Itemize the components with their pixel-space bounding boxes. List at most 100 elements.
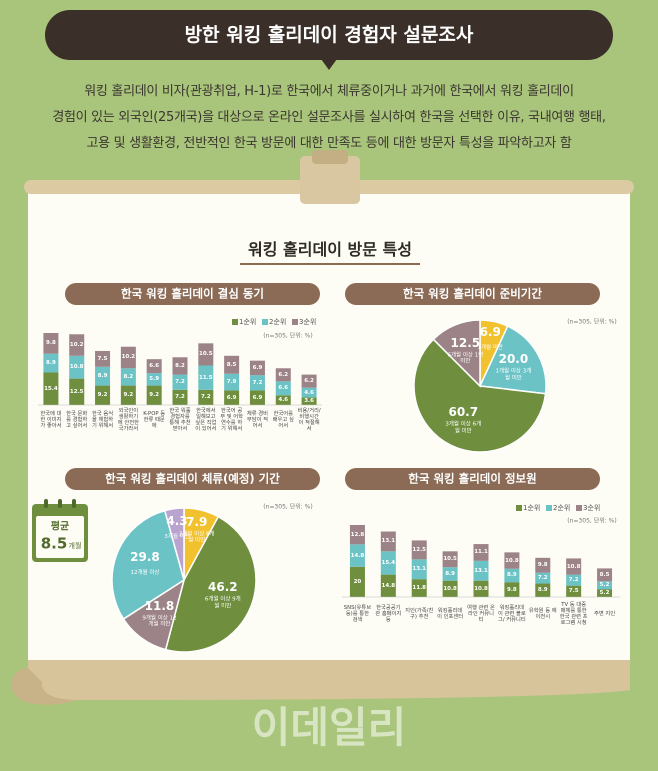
pie-slice xyxy=(413,338,547,453)
x-tick-label: 워킹홀리데이 인포센터 xyxy=(437,607,464,620)
bar-segment xyxy=(535,557,551,573)
chart-title-pill xyxy=(65,283,320,305)
chart-note: (n=305, 단위: %) xyxy=(567,517,617,525)
slice-value: 46.2 xyxy=(208,580,238,595)
bar-value: 7.2 xyxy=(200,394,211,401)
x-tick-label: 외국인이 생활하기에 안전한 국가라서 xyxy=(117,407,139,433)
bar-segment xyxy=(224,355,240,374)
bar-value: 8.9 xyxy=(445,570,455,577)
slice-value: 20.0 xyxy=(498,352,529,367)
slice-label: 3개월 미만 xyxy=(164,533,190,540)
bar-value: 8.2 xyxy=(175,362,185,369)
bar-value: 8.5 xyxy=(226,361,237,368)
chart-title-pill xyxy=(345,468,600,490)
bar-value: 10.8 xyxy=(443,585,457,592)
bar-value: 9.2 xyxy=(149,392,160,399)
legend-swatch xyxy=(292,319,298,325)
legend-swatch xyxy=(576,505,582,511)
bar-segment xyxy=(275,368,291,382)
bar-value: 6.2 xyxy=(278,371,289,378)
bar-value: 8.9 xyxy=(507,572,517,579)
bar-value: 10.2 xyxy=(121,354,136,361)
paper-roll-bottom xyxy=(28,660,630,701)
slice-value: 29.8 xyxy=(130,550,160,565)
bar-value: 11.1 xyxy=(474,549,488,556)
bar-value: 7.2 xyxy=(175,394,185,401)
bar-segment xyxy=(301,374,317,388)
x-tick-label: 체류 경비 부담이 적어서 xyxy=(246,410,269,430)
bar-value: 5.2 xyxy=(599,582,610,589)
x-tick-label: TV 등 대중매체를 통한 한국 관련 프로그램 시청 xyxy=(559,601,588,627)
bar-value: 9.2 xyxy=(97,392,108,399)
average-unit: 개월 xyxy=(68,541,82,550)
bar-segment xyxy=(95,366,111,386)
average-label: 평균 xyxy=(50,521,70,533)
intro-line: 고용 및 생활환경, 전반적인 한국 방문에 대한 만족도 등에 대한 방문자 … xyxy=(86,136,572,151)
slice-label: 1개월 이상 3개월 미만 xyxy=(495,369,532,382)
bar-value: 9.8 xyxy=(537,562,548,569)
bar-segment xyxy=(380,574,396,597)
bar-segment xyxy=(120,368,136,386)
bar-value: 10.8 xyxy=(69,364,84,371)
bar-value: 14.8 xyxy=(350,552,365,559)
bar-segment xyxy=(504,552,520,569)
x-tick-label: 워킹홀리데이 관련 블로그/ 커뮤니티 xyxy=(497,604,526,624)
x-tick-label: 유학원 등 에이전시 xyxy=(528,607,557,620)
bar-segment xyxy=(301,387,317,398)
chart-note: (n=305, 단위: %) xyxy=(263,503,313,511)
legend-label: 2순위 xyxy=(553,503,571,512)
bar-value: 20 xyxy=(353,578,362,585)
bar-value: 10.8 xyxy=(505,557,519,564)
slice-label: 12개월 이상 xyxy=(130,569,160,576)
intro-line: 워킹 홀리데이 비자(관광취업, H-1)로 한국에서 체류중이거나 과거에 한… xyxy=(84,84,574,99)
bar-value: 6.6 xyxy=(149,362,160,369)
bar-segment xyxy=(504,568,520,583)
bar-value: 12.5 xyxy=(69,388,84,395)
banner xyxy=(45,10,613,60)
slice-label: 3개월 이상 6개월 미만 xyxy=(178,531,215,544)
bar-value: 7.2 xyxy=(175,379,185,386)
legend-label: 1순위 xyxy=(523,503,541,512)
bar-segment xyxy=(249,390,265,405)
bar-segment xyxy=(198,365,214,390)
bar-segment xyxy=(566,574,582,586)
bar-segment xyxy=(411,579,427,597)
bar-value: 11.8 xyxy=(412,584,426,591)
chart-title-pill xyxy=(65,468,320,490)
slice-value: 60.7 xyxy=(448,405,479,420)
bar-value: 15.4 xyxy=(44,385,58,392)
bar-segment xyxy=(172,357,188,375)
bar-segment xyxy=(146,385,162,405)
chart-title: 한국 워킹 홀리데이 준비기간 xyxy=(403,286,542,301)
bar-segment xyxy=(69,378,85,405)
bar-value: 7.5 xyxy=(568,588,579,595)
bar-segment xyxy=(411,540,427,560)
section-title: 워킹 홀리데이 방문 특성 xyxy=(248,239,412,259)
slice-value: 12.5 xyxy=(450,335,481,350)
slice-label: 9개월 이상 12개월 미만 xyxy=(142,615,177,628)
bar-segment xyxy=(172,389,188,405)
bar-value: 7.2 xyxy=(252,379,263,386)
bar-segment xyxy=(442,567,458,581)
pie-slice xyxy=(478,325,547,395)
bar-segment xyxy=(120,385,136,405)
bar-value: 7.5 xyxy=(97,355,108,362)
bar-segment xyxy=(597,581,613,590)
bar-segment xyxy=(442,580,458,597)
bar-value: 13.1 xyxy=(474,567,488,574)
bar-segment xyxy=(172,374,188,390)
bar-segment xyxy=(442,551,458,568)
bar-segment xyxy=(198,343,214,366)
bar-segment xyxy=(504,582,520,597)
bar-segment xyxy=(349,525,365,545)
bar-value: 7.2 xyxy=(537,574,548,581)
slice-value: 11.8 xyxy=(144,598,175,613)
legend-swatch xyxy=(262,319,268,325)
pie-slice xyxy=(432,319,481,388)
bar-value: 8.5 xyxy=(599,571,610,578)
title: 방한 워킹 홀리데이 경험자 설문조사 xyxy=(184,24,474,47)
calendar-ring xyxy=(44,499,48,508)
intro-line: 경험이 있는 외국인(25개국)을 대상으로 온라인 설문조사를 실시하여 한국… xyxy=(52,110,606,125)
calendar-page xyxy=(36,516,84,558)
bar-value: 6.6 xyxy=(278,385,289,392)
